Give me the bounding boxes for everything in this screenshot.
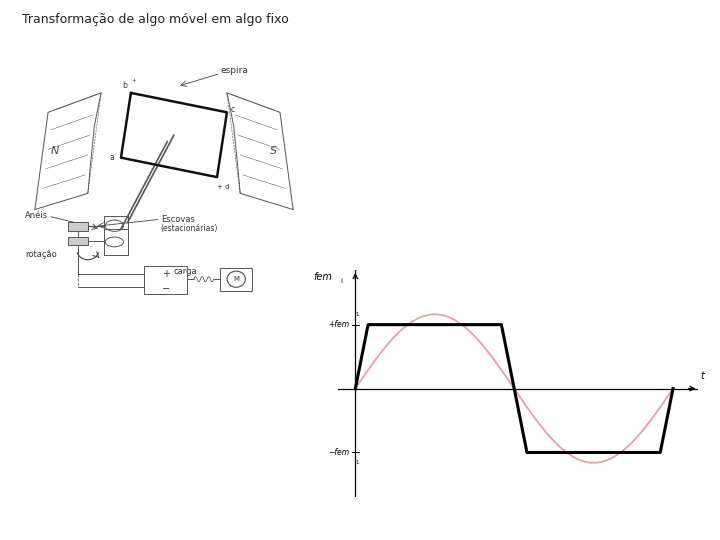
- Bar: [144, 266, 187, 294]
- Text: carga: carga: [174, 267, 197, 275]
- Bar: [68, 222, 88, 231]
- Text: + d: + d: [217, 184, 230, 190]
- Text: Transformação de algo móvel em algo fixo: Transformação de algo móvel em algo fixo: [22, 14, 288, 26]
- Text: 1: 1: [355, 460, 359, 465]
- Text: b: b: [122, 80, 127, 90]
- Text: c: c: [230, 105, 235, 113]
- Text: +: +: [131, 78, 135, 83]
- Text: Escovas: Escovas: [161, 215, 194, 224]
- Text: M: M: [233, 276, 239, 282]
- Text: t: t: [701, 372, 704, 381]
- Text: Anéis: Anéis: [25, 212, 48, 220]
- Text: +fem: +fem: [328, 320, 349, 329]
- Text: i: i: [341, 278, 343, 284]
- Text: a: a: [109, 153, 114, 162]
- Text: −: −: [161, 284, 170, 294]
- Text: rotação: rotação: [25, 251, 57, 259]
- Text: (estacionárias): (estacionárias): [161, 225, 218, 233]
- Text: +: +: [162, 269, 170, 279]
- Text: N: N: [50, 146, 59, 156]
- Bar: [68, 237, 88, 245]
- Text: fem: fem: [313, 272, 332, 282]
- Text: S: S: [270, 146, 277, 156]
- Text: −fem: −fem: [328, 448, 349, 457]
- Bar: [220, 268, 252, 291]
- Text: espira: espira: [220, 66, 248, 75]
- Text: 1: 1: [355, 313, 359, 318]
